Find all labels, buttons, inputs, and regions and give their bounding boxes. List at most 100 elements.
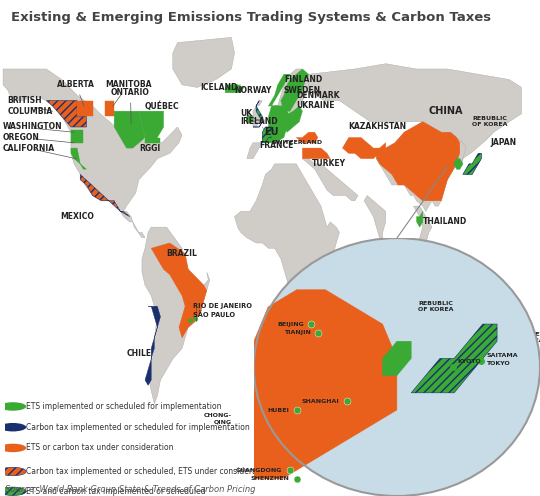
Circle shape — [0, 402, 26, 411]
Polygon shape — [46, 101, 86, 127]
Text: KAZAKHSTAN: KAZAKHSTAN — [349, 123, 407, 131]
Text: TIANJIN: TIANJIN — [284, 330, 311, 335]
Text: EU: EU — [264, 127, 279, 137]
Text: SHANGHAI: SHANGHAI — [302, 399, 340, 404]
Text: RGGI: RGGI — [139, 143, 160, 153]
Polygon shape — [376, 122, 466, 211]
Polygon shape — [528, 354, 537, 364]
Polygon shape — [438, 291, 500, 359]
Circle shape — [0, 467, 26, 476]
Polygon shape — [457, 159, 463, 169]
Polygon shape — [411, 324, 497, 393]
Polygon shape — [268, 69, 306, 106]
Polygon shape — [173, 37, 234, 87]
Text: HUBEI: HUBEI — [268, 408, 289, 413]
Polygon shape — [253, 101, 262, 127]
Polygon shape — [302, 148, 330, 159]
Text: NORWAY: NORWAY — [234, 86, 272, 95]
Text: BRITISH
COLUMBIA: BRITISH COLUMBIA — [8, 96, 53, 116]
Polygon shape — [268, 74, 290, 106]
Polygon shape — [142, 227, 210, 404]
Polygon shape — [290, 333, 312, 348]
Text: ETS and carbon tax implemented or scheduled: ETS and carbon tax implemented or schedu… — [26, 487, 206, 496]
Text: Existing & Emerging Emissions Trading Systems & Carbon Taxes: Existing & Emerging Emissions Trading Sy… — [11, 11, 491, 24]
Text: QUÉBEC: QUÉBEC — [145, 101, 180, 111]
Polygon shape — [302, 159, 358, 201]
Polygon shape — [71, 129, 83, 137]
Text: SAITAMA: SAITAMA — [487, 353, 518, 358]
Polygon shape — [275, 106, 281, 117]
Text: ETS implemented or scheduled for implementation: ETS implemented or scheduled for impleme… — [26, 402, 222, 411]
Polygon shape — [145, 137, 160, 143]
Polygon shape — [139, 111, 164, 143]
Polygon shape — [383, 341, 411, 375]
Polygon shape — [524, 348, 534, 364]
Polygon shape — [272, 132, 278, 137]
Polygon shape — [342, 137, 386, 159]
Text: DENMARK
UKRAINE: DENMARK UKRAINE — [296, 91, 340, 110]
Text: KYOTO: KYOTO — [458, 359, 482, 364]
Text: IRELAND: IRELAND — [241, 117, 278, 126]
Polygon shape — [376, 122, 460, 201]
Text: Carbon tax implemented or scheduled, ETS under consideration: Carbon tax implemented or scheduled, ETS… — [26, 467, 272, 476]
Ellipse shape — [188, 319, 193, 323]
Polygon shape — [253, 101, 265, 127]
Text: GUANGDONG: GUANGDONG — [236, 468, 282, 473]
Polygon shape — [145, 306, 160, 385]
Text: NEW
ZEALAND: NEW ZEALAND — [531, 332, 540, 343]
Text: SOUTH AFRICA: SOUTH AFRICA — [308, 312, 373, 321]
Polygon shape — [522, 375, 531, 385]
Text: TURKEY: TURKEY — [312, 159, 346, 168]
Polygon shape — [71, 148, 86, 169]
Text: Carbon tax implemented or scheduled for implementation: Carbon tax implemented or scheduled for … — [26, 423, 250, 432]
Polygon shape — [234, 164, 340, 348]
Circle shape — [0, 444, 26, 452]
Polygon shape — [296, 132, 318, 143]
Text: ONTARIO: ONTARIO — [111, 88, 150, 124]
Polygon shape — [105, 101, 114, 117]
Polygon shape — [151, 243, 207, 338]
Circle shape — [0, 423, 26, 432]
Text: SHENZHEN: SHENZHEN — [251, 476, 289, 481]
Text: MEXICO: MEXICO — [60, 212, 94, 221]
Text: ETS or carbon tax under consideration: ETS or carbon tax under consideration — [26, 443, 174, 452]
Text: JAPAN: JAPAN — [491, 138, 517, 147]
Polygon shape — [71, 137, 83, 143]
Polygon shape — [281, 69, 308, 111]
Text: Source: World Bank Group State & Trends of Carbon Pricing: Source: World Bank Group State & Trends … — [5, 485, 256, 494]
Polygon shape — [120, 211, 145, 238]
Text: OREGON: OREGON — [3, 133, 40, 142]
Polygon shape — [454, 159, 463, 169]
Text: TOKYO: TOKYO — [487, 361, 510, 367]
Polygon shape — [416, 211, 423, 227]
Polygon shape — [247, 117, 253, 122]
Ellipse shape — [193, 317, 198, 321]
Text: BRAZIL: BRAZIL — [167, 249, 198, 258]
Text: CALIFORNIA: CALIFORNIA — [3, 143, 55, 153]
Text: CHINA: CHINA — [429, 106, 463, 116]
Polygon shape — [463, 153, 481, 175]
Text: FRANCE: FRANCE — [259, 141, 294, 150]
Polygon shape — [114, 111, 145, 148]
Text: ICELAND: ICELAND — [200, 83, 238, 92]
Polygon shape — [3, 69, 182, 211]
Text: SÃO PAULO: SÃO PAULO — [193, 310, 235, 317]
Text: MANITOBA: MANITOBA — [105, 80, 151, 106]
Text: CHONG-
QING: CHONG- QING — [204, 413, 232, 424]
Polygon shape — [262, 106, 290, 143]
Polygon shape — [247, 74, 312, 159]
Ellipse shape — [254, 238, 540, 496]
Text: SWITZERLAND: SWITZERLAND — [272, 140, 323, 145]
Polygon shape — [80, 175, 130, 217]
Polygon shape — [247, 117, 253, 122]
Text: RIO DE JANEIRO: RIO DE JANEIRO — [193, 303, 252, 309]
Text: REBUBLIC
OF KOREA: REBUBLIC OF KOREA — [418, 302, 454, 312]
Polygon shape — [225, 85, 241, 90]
Text: WASHINGTON: WASHINGTON — [3, 123, 63, 131]
Polygon shape — [308, 63, 522, 159]
Polygon shape — [414, 206, 432, 253]
Text: BEIJING: BEIJING — [277, 321, 304, 326]
Polygon shape — [364, 195, 386, 238]
Polygon shape — [284, 106, 302, 132]
Polygon shape — [463, 153, 481, 175]
